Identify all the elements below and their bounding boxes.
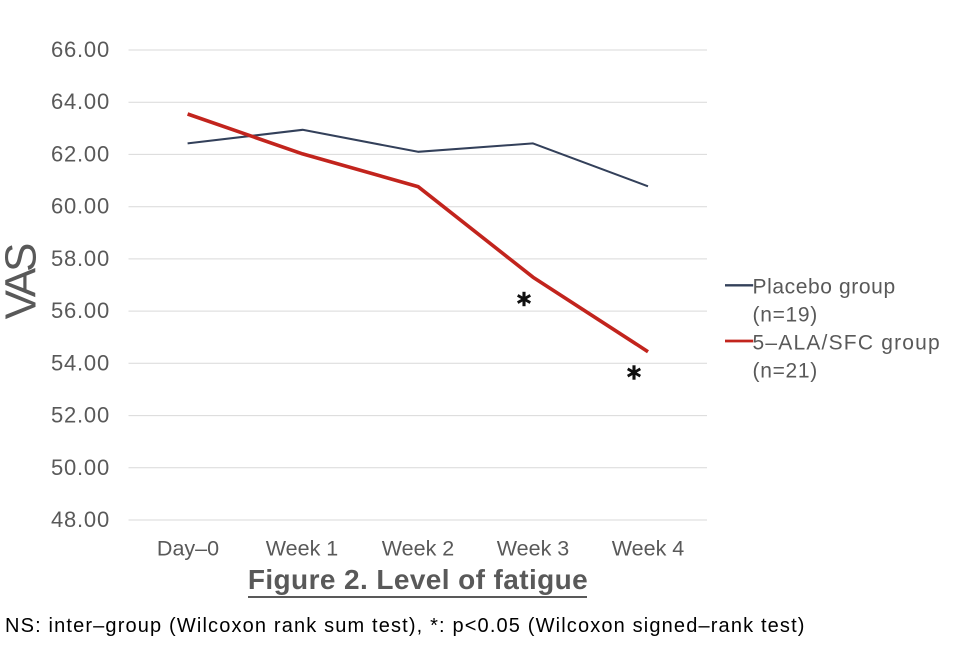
svg-text:48.00: 48.00 — [51, 507, 110, 532]
svg-text:5–ALA/SFC group: 5–ALA/SFC group — [753, 332, 941, 355]
svg-text:62.00: 62.00 — [51, 141, 110, 166]
svg-text:VAS: VAS — [0, 244, 46, 319]
svg-text:Week 2: Week 2 — [382, 537, 455, 561]
svg-text:Figure 2. Level of fatigue: Figure 2. Level of fatigue — [248, 564, 588, 595]
svg-text:64.00: 64.00 — [51, 89, 110, 114]
svg-text:50.00: 50.00 — [51, 455, 110, 480]
svg-text:66.00: 66.00 — [51, 37, 110, 62]
svg-text:Week 1: Week 1 — [266, 537, 339, 561]
svg-text:Placebo group: Placebo group — [753, 276, 896, 299]
svg-text:NS: inter–group (Wilcoxon rank: NS: inter–group (Wilcoxon rank sum test)… — [5, 615, 806, 637]
svg-text:Day–0: Day–0 — [157, 537, 219, 561]
svg-text:(n=19): (n=19) — [753, 304, 819, 327]
svg-text:56.00: 56.00 — [51, 298, 110, 323]
svg-text:52.00: 52.00 — [51, 403, 110, 428]
svg-text:Week 3: Week 3 — [497, 537, 570, 561]
svg-text:Week 4: Week 4 — [612, 537, 685, 561]
svg-text:58.00: 58.00 — [51, 246, 110, 271]
svg-text:(n=21): (n=21) — [753, 360, 819, 383]
svg-text:60.00: 60.00 — [51, 194, 110, 219]
svg-text:54.00: 54.00 — [51, 350, 110, 375]
